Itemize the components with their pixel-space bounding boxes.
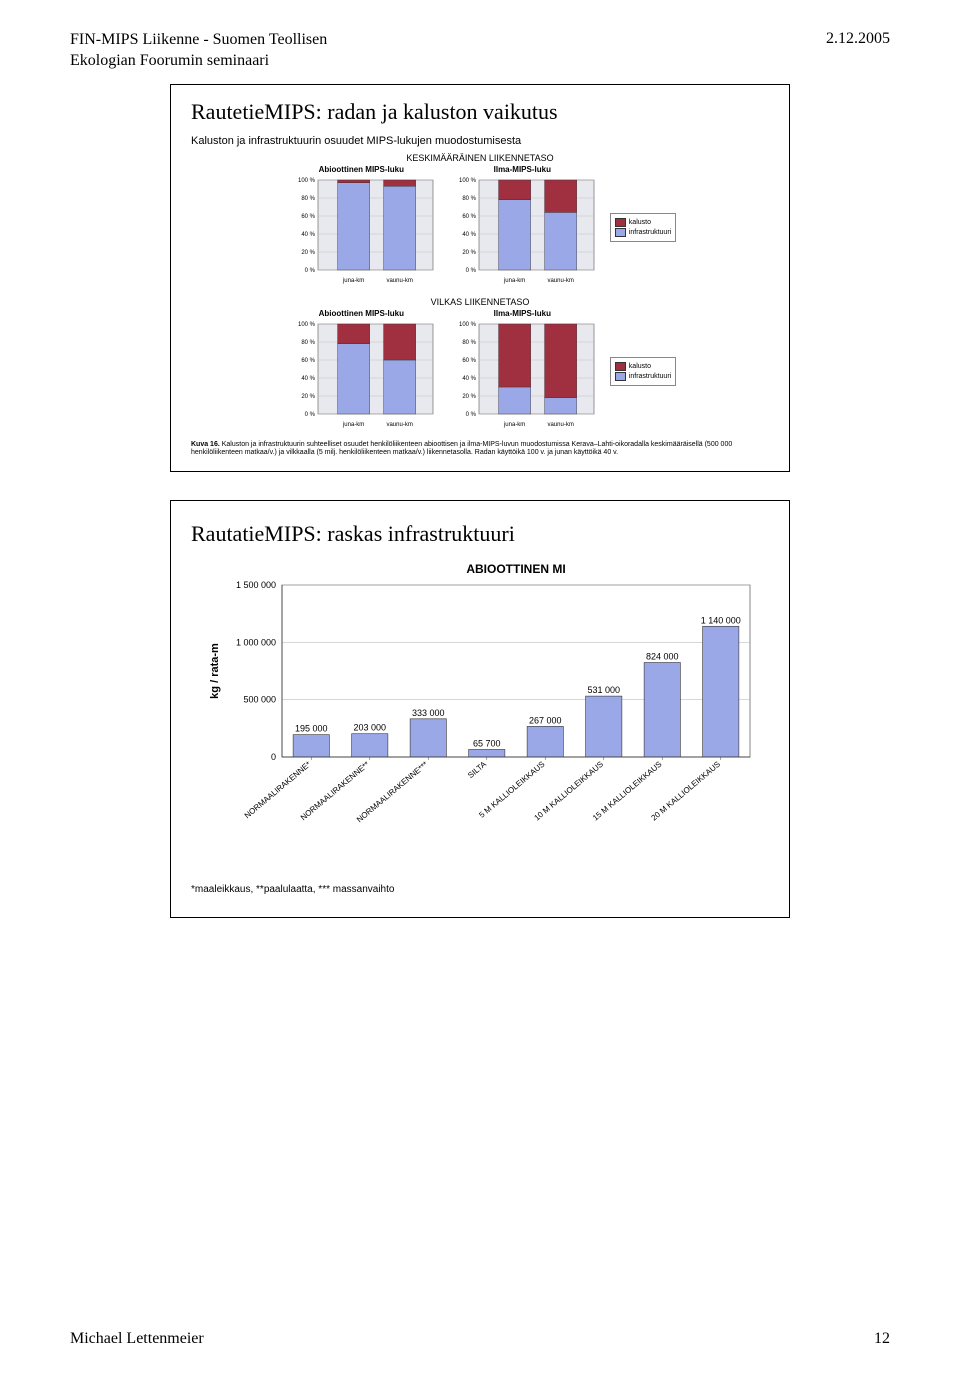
svg-text:juna-km: juna-km [503, 278, 525, 284]
chart-avg-abiotic-title: Abioottinen MIPS-luku [284, 165, 439, 174]
charts-average-row: Abioottinen MIPS-luku 0 % 20 % 40 % 60 % 80 … [191, 165, 769, 291]
svg-text:203 000: 203 000 [353, 723, 386, 733]
svg-text:vaunu-km: vaunu-km [386, 278, 412, 284]
slide-raskas-infra: RautatieMIPS: raskas infrastruktuuri ABI… [170, 500, 790, 918]
chart-avg-air: Ilma-MIPS-luku 0 % 20 % 40 % 60 % 80 % 100 % j… [445, 165, 600, 291]
slide-kalusto-vaikutus: RautetieMIPS: radan ja kaluston vaikutus… [170, 84, 790, 473]
chart-abioottinen-mi: ABIOOTTINEN MI 0 500 000 1 000 000 1 500 000… [200, 559, 760, 874]
slide2-title: RautatieMIPS: raskas infrastruktuuri [191, 521, 769, 547]
svg-text:100 %: 100 % [459, 322, 477, 328]
svg-text:20 %: 20 % [301, 394, 315, 400]
swatch-infra [615, 372, 626, 381]
footer-pagenum: 12 [874, 1330, 890, 1348]
chart-busy-air: Ilma-MIPS-luku 0 % 20 % 40 % 60 % 80 % 100 % j… [445, 309, 600, 435]
slide1-subtitle: Kaluston ja infrastruktuurin osuudet MIP… [191, 135, 769, 147]
svg-text:80 %: 80 % [462, 196, 476, 202]
caption-text: Kaluston ja infrastruktuurin suhteellise… [191, 441, 732, 456]
charts-busy-row: Abioottinen MIPS-luku 0 % 20 % 40 % 60 % 80 … [191, 309, 769, 435]
chart-avg-air-title: Ilma-MIPS-luku [445, 165, 600, 174]
svg-text:20 %: 20 % [462, 394, 476, 400]
chart-busy-air-title: Ilma-MIPS-luku [445, 309, 600, 318]
header-date: 2.12.2005 [826, 30, 890, 72]
slide2-footnote: *maaleikkaus, **paalulaatta, *** massanv… [191, 884, 769, 895]
svg-text:60 %: 60 % [462, 214, 476, 220]
page-header: FIN-MIPS Liikenne - Suomen Teollisen Eko… [70, 30, 890, 72]
svg-text:333 000: 333 000 [412, 708, 445, 718]
swatch-kalusto [615, 362, 626, 371]
svg-text:vaunu-km: vaunu-km [547, 422, 573, 428]
svg-text:100 %: 100 % [298, 322, 316, 328]
header-left: FIN-MIPS Liikenne - Suomen Teollisen Eko… [70, 30, 327, 72]
svg-text:40 %: 40 % [301, 232, 315, 238]
chart-avg-abiotic: Abioottinen MIPS-luku 0 % 20 % 40 % 60 % 80 … [284, 165, 439, 291]
svg-text:80 %: 80 % [301, 196, 315, 202]
svg-text:60 %: 60 % [462, 358, 476, 364]
page-footer: Michael Lettenmeier 12 [70, 1330, 890, 1348]
header-left-line2: Ekologian Foorumin seminaari [70, 52, 269, 69]
svg-text:60 %: 60 % [301, 358, 315, 364]
svg-text:40 %: 40 % [301, 376, 315, 382]
section-busy-label: VILKAS LIIKENNETASO [191, 297, 769, 307]
svg-text:80 %: 80 % [301, 340, 315, 346]
svg-text:20 %: 20 % [462, 250, 476, 256]
svg-text:juna-km: juna-km [342, 422, 364, 428]
swatch-kalusto [615, 218, 626, 227]
svg-text:20 %: 20 % [301, 250, 315, 256]
svg-text:195 000: 195 000 [295, 724, 328, 734]
figure-caption: Kuva 16. Kaluston ja infrastruktuurin su… [191, 441, 769, 458]
chart-busy-abiotic: Abioottinen MIPS-luku 0 % 20 % 40 % 60 % 80 … [284, 309, 439, 435]
svg-text:0 %: 0 % [304, 268, 315, 274]
header-left-line1: FIN-MIPS Liikenne - Suomen Teollisen [70, 31, 327, 48]
svg-text:65 700: 65 700 [473, 739, 501, 749]
legend-kalusto-label: kalusto [629, 219, 651, 226]
svg-text:NORMAALIRAKENNE*: NORMAALIRAKENNE* [243, 760, 313, 821]
svg-text:1 500 000: 1 500 000 [236, 580, 276, 590]
legend-infra-label: infrastruktuuri [629, 229, 671, 236]
svg-text:824 000: 824 000 [646, 652, 679, 662]
svg-text:0 %: 0 % [465, 268, 476, 274]
chart-busy-abiotic-title: Abioottinen MIPS-luku [284, 309, 439, 318]
svg-text:vaunu-km: vaunu-km [547, 278, 573, 284]
legend-busy: kalusto infrastruktuuri [610, 357, 676, 386]
svg-text:531 000: 531 000 [587, 685, 620, 695]
svg-text:0: 0 [271, 752, 276, 762]
svg-text:kg / rata-m: kg / rata-m [209, 643, 221, 699]
swatch-infra [615, 228, 626, 237]
svg-text:500 000: 500 000 [243, 695, 276, 705]
caption-bold: Kuva 16. [191, 441, 220, 448]
svg-text:1 000 000: 1 000 000 [236, 638, 276, 648]
svg-text:0 %: 0 % [304, 412, 315, 418]
svg-text:267 000: 267 000 [529, 716, 562, 726]
svg-text:100 %: 100 % [298, 178, 316, 184]
slide1-title: RautetieMIPS: radan ja kaluston vaikutus [191, 99, 769, 125]
legend-kalusto-label2: kalusto [629, 363, 651, 370]
section-average-label: KESKIMÄÄRÄINEN LIIKENNETASO [191, 153, 769, 163]
footer-author: Michael Lettenmeier [70, 1330, 204, 1348]
svg-text:1 140 000: 1 140 000 [701, 616, 741, 626]
svg-text:80 %: 80 % [462, 340, 476, 346]
svg-text:60 %: 60 % [301, 214, 315, 220]
svg-text:40 %: 40 % [462, 232, 476, 238]
svg-text:SILTA: SILTA [466, 760, 488, 781]
svg-text:juna-km: juna-km [503, 422, 525, 428]
legend-avg: kalusto infrastruktuuri [610, 213, 676, 242]
svg-text:vaunu-km: vaunu-km [386, 422, 412, 428]
svg-text:0 %: 0 % [465, 412, 476, 418]
svg-text:5 M KALLIOLEIKKAUS: 5 M KALLIOLEIKKAUS [477, 760, 546, 820]
svg-text:juna-km: juna-km [342, 278, 364, 284]
legend-infra-label2: infrastruktuuri [629, 373, 671, 380]
svg-text:40 %: 40 % [462, 376, 476, 382]
svg-text:ABIOOTTINEN MI: ABIOOTTINEN MI [466, 562, 565, 576]
svg-text:100 %: 100 % [459, 178, 477, 184]
